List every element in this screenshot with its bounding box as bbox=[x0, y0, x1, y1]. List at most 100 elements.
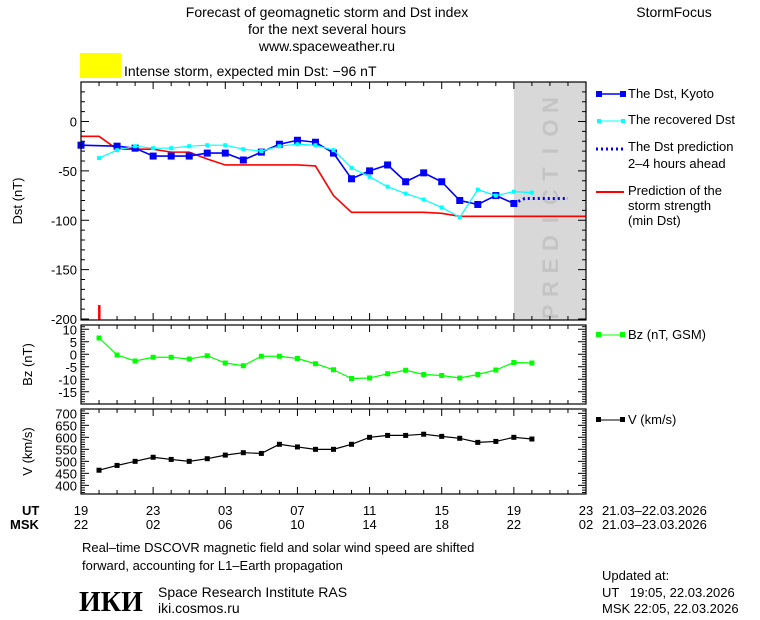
y-tick-label: 450 bbox=[55, 466, 77, 481]
ut-tick-label: 15 bbox=[434, 503, 448, 518]
data-point bbox=[150, 454, 156, 460]
data-point bbox=[222, 452, 228, 458]
data-point bbox=[149, 152, 157, 160]
data-point bbox=[168, 456, 174, 462]
data-point bbox=[258, 450, 264, 456]
legend-dst-marker bbox=[620, 91, 626, 97]
data-point bbox=[493, 438, 499, 444]
data-point bbox=[439, 433, 445, 439]
legend-recovered-label: The recovered Dst bbox=[628, 112, 735, 127]
panel-frame bbox=[80, 324, 587, 405]
series-line-the-dst-prediction bbox=[513, 197, 568, 205]
data-point bbox=[331, 367, 336, 373]
data-point bbox=[313, 143, 318, 148]
data-point bbox=[132, 458, 138, 464]
svg-text:ИКИ: ИКИ bbox=[79, 587, 143, 618]
ut-tick-label: 19 bbox=[74, 503, 88, 518]
data-point bbox=[511, 189, 516, 194]
prediction-letter: T bbox=[538, 167, 563, 181]
prediction-letter: I bbox=[538, 148, 563, 154]
data-point bbox=[421, 372, 427, 377]
data-point bbox=[367, 434, 373, 440]
msk-tick-label: 18 bbox=[434, 517, 448, 532]
data-point bbox=[295, 142, 300, 147]
data-point bbox=[385, 184, 390, 189]
data-point bbox=[475, 372, 481, 377]
footnote-line2: forward, accounting for L1–Earth propaga… bbox=[82, 558, 343, 573]
ut-tick-label: 03 bbox=[218, 503, 232, 518]
legend-v-marker bbox=[620, 417, 625, 422]
data-point bbox=[258, 353, 264, 359]
data-point bbox=[311, 138, 319, 146]
panel-frame bbox=[80, 408, 587, 495]
y-tick-label: 600 bbox=[55, 430, 77, 445]
data-point bbox=[240, 450, 246, 456]
ut-tick-label: 07 bbox=[290, 503, 304, 518]
y-axis-label: Bz (nT) bbox=[20, 343, 35, 386]
updated-ut: UT 19:05, 22.03.2026 bbox=[602, 585, 735, 600]
msk-tick-label: 02 bbox=[146, 517, 160, 532]
y-tick-label: 10 bbox=[63, 322, 77, 337]
data-point bbox=[240, 363, 246, 369]
legend-v-label: V (km/s) bbox=[628, 412, 676, 427]
alert-color-box bbox=[80, 53, 121, 78]
data-point bbox=[114, 462, 120, 468]
y-axis-label: V (km/s) bbox=[20, 427, 35, 475]
data-point bbox=[349, 441, 355, 447]
prediction-region bbox=[513, 82, 586, 320]
data-point bbox=[294, 444, 300, 450]
data-point bbox=[150, 354, 156, 360]
prediction-letter: O bbox=[538, 119, 563, 136]
data-point bbox=[277, 144, 282, 149]
y-tick-label: 700 bbox=[55, 406, 77, 421]
prediction-letter: R bbox=[538, 281, 563, 297]
legend-prediction-label2: 2–4 hours ahead bbox=[628, 156, 726, 171]
data-point bbox=[169, 146, 174, 151]
data-point bbox=[114, 352, 120, 358]
legend-recovered-marker bbox=[621, 119, 625, 123]
updated-msk: MSK 22:05, 22.03.2026 bbox=[602, 601, 739, 616]
y-tick-label: 500 bbox=[55, 454, 77, 469]
data-point bbox=[223, 143, 228, 148]
prediction-letter: E bbox=[538, 259, 563, 274]
data-point bbox=[439, 205, 444, 210]
legend-bz-marker bbox=[620, 332, 625, 337]
series-line-bz-nt-gsm- bbox=[98, 337, 532, 380]
legend-bz-label: Bz (nT, GSM) bbox=[628, 327, 706, 342]
msk-tick-label: 22 bbox=[507, 517, 521, 532]
y-axis-label: Dst (nT) bbox=[10, 178, 25, 225]
ut-tick-label: 11 bbox=[363, 503, 377, 518]
institute-name: Space Research Institute RAS bbox=[158, 584, 347, 600]
chart-title-line1: Forecast of geomagnetic storm and Dst in… bbox=[186, 4, 468, 20]
data-point bbox=[259, 149, 264, 154]
updated-label: Updated at: bbox=[602, 568, 669, 583]
data-point bbox=[474, 200, 482, 208]
data-point bbox=[204, 456, 210, 462]
data-point bbox=[331, 148, 336, 153]
institute-url[interactable]: iki.cosmos.ru bbox=[158, 600, 240, 616]
data-point bbox=[186, 458, 192, 464]
legend-prediction-label: The Dst prediction bbox=[628, 139, 734, 154]
data-point bbox=[366, 167, 374, 175]
ut-date-range: 21.03–22.03.2026 bbox=[602, 503, 707, 518]
data-point bbox=[115, 148, 120, 153]
legend-recovered-marker bbox=[597, 119, 601, 123]
data-point bbox=[113, 142, 121, 150]
prediction-letter: C bbox=[538, 189, 563, 205]
msk-tick-label: 06 bbox=[218, 517, 232, 532]
y-tick-label: 0 bbox=[70, 347, 77, 362]
data-point bbox=[276, 441, 282, 447]
data-point bbox=[221, 149, 229, 157]
legend-dst-marker bbox=[596, 91, 602, 97]
data-point bbox=[367, 174, 372, 179]
data-point bbox=[241, 147, 246, 152]
data-point bbox=[239, 156, 247, 164]
data-point bbox=[385, 371, 391, 377]
brand-name: StormFocus bbox=[636, 4, 711, 20]
data-point bbox=[511, 434, 517, 440]
data-point bbox=[402, 178, 410, 186]
data-point bbox=[475, 439, 481, 445]
data-point bbox=[385, 432, 391, 438]
data-point bbox=[529, 360, 535, 366]
data-point bbox=[493, 193, 498, 198]
